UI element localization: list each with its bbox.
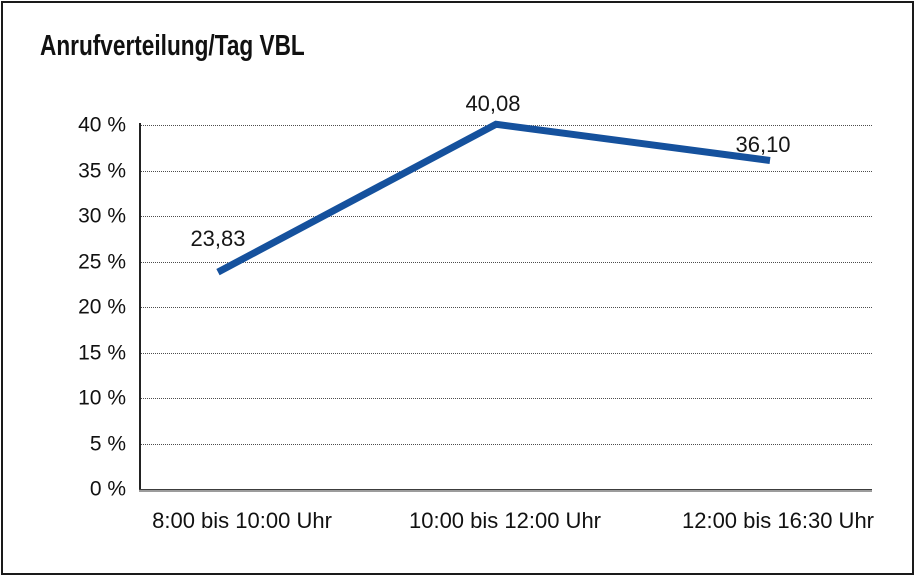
gridline-5 [141,443,872,445]
y-tick-label-5: 5 % [89,432,126,455]
y-tick-label-20: 20 % [78,295,126,319]
y-tick-label-30: 30 % [78,204,126,228]
gridline-20 [141,307,872,308]
gridline-10 [141,398,872,399]
point-label-1: 40,08 [465,91,521,117]
y-tick-label-10: 10 % [78,386,126,410]
gridline-35 [141,170,872,172]
y-axis [139,123,141,492]
data-line [216,120,771,276]
gridline-15 [141,352,872,354]
x-category-label-0: 8:00 bis 10:00 Uhr [152,508,332,533]
x-category-label-2: 12:00 bis 16:30 Uhr [681,508,875,533]
point-label-2: 36,10 [735,132,791,158]
y-tick-label-35: 35 % [78,159,126,182]
y-tick-label-0: 0 % [89,477,126,501]
gridline-25 [141,261,872,263]
x-axis [139,489,872,490]
y-tick-label-25: 25 % [78,250,126,273]
y-tick-label-40: 40 % [78,113,126,137]
data-line-svg [216,120,771,276]
point-label-0: 23,83 [190,226,246,252]
gridline-30 [141,216,872,217]
x-category-label-1: 10:00 bis 12:00 Uhr [408,508,602,533]
y-tick-label-15: 15 % [78,341,126,364]
x-axis-shadow [139,490,872,492]
chart-title: Anrufverteilung/Tag VBL [40,30,305,62]
